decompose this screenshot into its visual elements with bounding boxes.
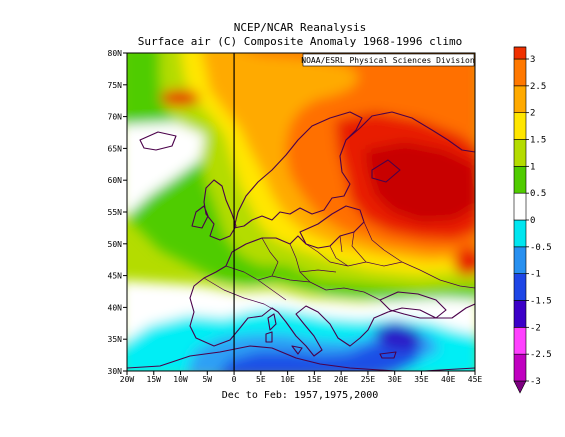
credit-box	[302, 53, 475, 67]
finland-kola-coast	[345, 111, 475, 183]
lon-tick-label: 20W	[120, 375, 135, 384]
colorbar-label: -2	[530, 323, 541, 333]
colorbar-segment	[513, 46, 527, 60]
anomaly-zone-neutral-north	[127, 122, 205, 216]
north-africa-coast	[127, 345, 475, 371]
lon-tick-label: 15W	[147, 375, 162, 384]
iceland	[139, 131, 177, 151]
colorbar-segment	[513, 380, 527, 394]
anomaly-zone-east-warm	[454, 248, 475, 276]
anomaly-zone-minus-1.5	[220, 338, 420, 371]
lon-tick-label: 15E	[307, 375, 322, 384]
lat-tick-label: 45N	[108, 272, 123, 281]
lon-tick-label: 25E	[361, 375, 376, 384]
lat-tick-label: 80N	[108, 49, 123, 58]
continent-coast	[189, 235, 475, 357]
lat-tick-label: 70N	[108, 113, 123, 122]
anomaly-field	[127, 53, 475, 371]
colorbar-segment	[513, 112, 527, 140]
colorbar-label: 2	[530, 109, 535, 119]
scandinavia-coast	[233, 111, 363, 229]
colorbar-label: -2.5	[530, 350, 552, 360]
colorbar-segment	[513, 139, 527, 167]
colorbar-label: -1	[530, 270, 541, 280]
lat-tick-label: 30N	[108, 367, 123, 376]
british-isles	[191, 179, 237, 241]
black-sea-coast	[379, 291, 447, 319]
colorbar-label: 1	[530, 162, 535, 172]
coastlines	[127, 111, 475, 371]
colorbar-label: 1.5	[530, 136, 546, 146]
colorbar-label: -1.5	[530, 297, 552, 307]
lon-tick-label: 30E	[387, 375, 402, 384]
lon-tick-label: 35E	[414, 375, 429, 384]
title-line-2: Surface air (C) Composite Anomaly 1968-1…	[138, 35, 463, 48]
colorbar-segment	[513, 273, 527, 301]
anomaly-zone-minus-2	[372, 322, 422, 352]
lon-tick-label: 10E	[280, 375, 295, 384]
longitude-axis: 20W 15W 10W 5W 0 5E 10E 15E 20E 25E 30E 35E 40E 45E	[120, 371, 483, 384]
lon-tick-label: 20E	[334, 375, 349, 384]
period-subtitle: Dec to Feb: 1957,1975,2000	[222, 390, 379, 401]
colorbar-segment	[513, 246, 527, 274]
lon-tick-label: 5E	[256, 375, 266, 384]
internal-borders	[203, 221, 475, 313]
anomaly-zone-3.5	[365, 142, 475, 222]
colorbar-label: 2.5	[530, 82, 546, 92]
title-line-1: NCEP/NCAR Reanalysis	[234, 21, 366, 34]
anomaly-map	[127, 53, 475, 371]
colorbar-label: -3	[530, 377, 541, 387]
colorbar-label: 0.5	[530, 189, 546, 199]
lon-tick-label: 40E	[441, 375, 456, 384]
latitude-axis: 30N 35N 40N 45N 50N 55N 60N 65N 70N 75N 80N	[108, 49, 127, 376]
credit-label: NOAA/ESRL Physical Sciences Division	[301, 56, 475, 65]
colorbar-label: -0.5	[530, 243, 552, 253]
lat-tick-label: 75N	[108, 81, 123, 90]
lon-tick-label: 0	[232, 375, 237, 384]
mediterranean-islands	[265, 313, 397, 359]
colorbar: -3 -2.5 -2 -1.5 -1 -0.5 0 0.5 1 1.5 2 2.5 3	[513, 46, 552, 394]
lat-tick-label: 50N	[108, 240, 123, 249]
lat-tick-label: 60N	[108, 176, 123, 185]
lat-tick-label: 35N	[108, 335, 123, 344]
baltic-coast	[299, 205, 365, 249]
colorbar-label: 3	[530, 55, 535, 65]
colorbar-segment	[513, 219, 527, 248]
colorbar-label: 0	[530, 216, 535, 226]
lon-tick-label: 45E	[468, 375, 483, 384]
colorbar-segment	[513, 327, 527, 355]
lat-tick-label: 55N	[108, 208, 123, 217]
colorbar-segment	[513, 353, 527, 382]
colorbar-segment	[513, 85, 527, 113]
colorbar-segment	[513, 300, 527, 328]
lon-tick-label: 5W	[202, 375, 212, 384]
anomaly-zone-atlantic-warm	[160, 90, 200, 106]
colorbar-segment	[513, 192, 527, 221]
colorbar-segment	[513, 166, 527, 194]
lon-tick-label: 10W	[173, 375, 188, 384]
lat-tick-label: 40N	[108, 303, 123, 312]
lat-tick-label: 65N	[108, 144, 123, 153]
colorbar-segment	[513, 58, 527, 87]
